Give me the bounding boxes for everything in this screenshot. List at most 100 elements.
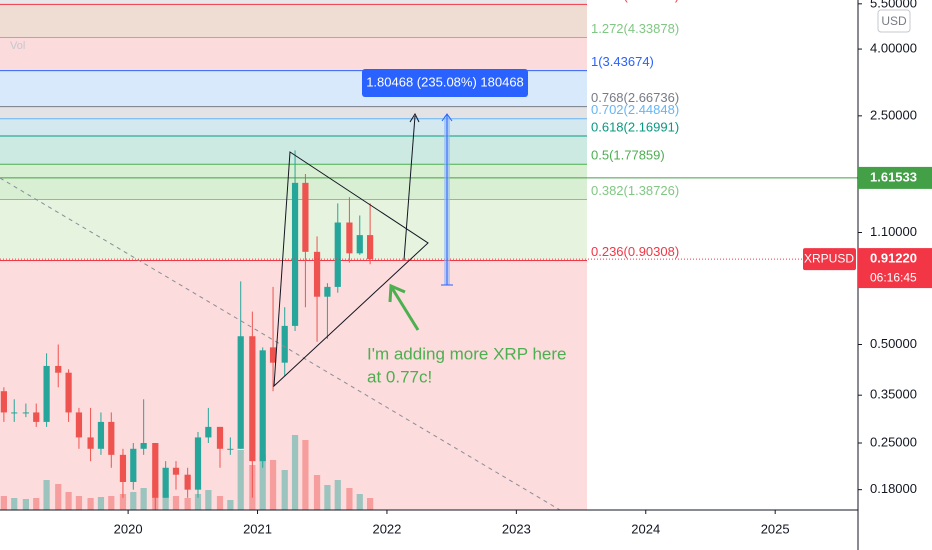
volume-bar (0, 496, 7, 510)
candle-body (184, 474, 191, 490)
y-tick-label: 0.18000 (870, 481, 917, 496)
y-tick-label: 2.50000 (870, 107, 917, 122)
volume-bar (313, 475, 321, 510)
candle-body (356, 235, 363, 254)
candle-body (205, 426, 212, 438)
candle-body (108, 421, 115, 455)
volume-bar (119, 494, 127, 510)
y-tick-label: 4.00000 (870, 41, 917, 56)
candle-body (346, 222, 353, 254)
symbol-label: XRPUSD (804, 251, 854, 265)
volume-bar (108, 496, 115, 510)
volume-bar (205, 490, 212, 510)
y-tick-label: 1.10000 (870, 224, 917, 239)
candle-body (249, 336, 256, 462)
volume-bar (269, 460, 277, 510)
volume-bar (11, 498, 18, 510)
fib-band (0, 4, 587, 38)
candle-body (194, 437, 202, 490)
x-tick-label: 2022 (372, 521, 401, 536)
candle-body (97, 421, 105, 449)
volume-bar (216, 496, 224, 510)
x-tick-label: 2021 (243, 521, 272, 536)
volume-bar (22, 499, 29, 510)
currency: USD (881, 14, 907, 28)
volume-bar (281, 470, 288, 510)
note-text: I'm adding more XRP here (367, 344, 566, 363)
candle-body (33, 412, 40, 422)
last-price-label: 0.91220 (870, 251, 917, 266)
volume-bar (184, 498, 191, 510)
volume-bar (291, 435, 299, 510)
candle-body (0, 391, 7, 413)
fib-label: 1.272(4.33878) (591, 21, 679, 36)
volume-bar (237, 450, 244, 510)
candle-body (237, 336, 244, 449)
fib-label: 0.382(1.38726) (591, 183, 679, 198)
candle-body (162, 467, 169, 498)
volume-bar (367, 498, 374, 510)
x-tick-label: 2023 (502, 521, 531, 536)
axis-labels: 5.50000 4.00000 2.50000 1.10000 0.50000 0.350… (114, 0, 932, 536)
candle-body (259, 350, 266, 462)
candle-body (22, 412, 29, 414)
note-arrow (390, 287, 420, 331)
fib-band (0, 106, 587, 119)
candle-body (43, 365, 50, 422)
time-axis (0, 510, 858, 550)
fib-label: 0.618(2.16991) (591, 119, 679, 134)
note-text: at 0.77c! (367, 367, 432, 386)
arrow-head (409, 112, 420, 123)
volume-bar (259, 455, 266, 510)
candle-body (281, 325, 288, 363)
countdown: 06:16:45 (870, 270, 917, 284)
volume-bar (194, 494, 202, 510)
volume-bar (140, 488, 147, 510)
fib-label: 0.768(2.66736) (591, 90, 679, 105)
plot (0, 150, 858, 550)
volume-bar (75, 496, 83, 510)
candle-body (87, 437, 94, 449)
y-tick-label: 5.50000 (870, 0, 917, 10)
fib-band (0, 0, 587, 5)
volume-bar (356, 494, 363, 510)
candle-body (216, 426, 224, 449)
candle-body (65, 372, 72, 413)
volume-bar (302, 440, 309, 510)
volume-bar (87, 498, 94, 510)
volume-bar (65, 492, 72, 510)
candle-body (119, 454, 127, 482)
candle-body (11, 412, 18, 414)
fib-band (0, 37, 587, 71)
candle-body (75, 412, 83, 438)
fib-label: 0.5(1.77859) (591, 148, 665, 163)
fib-band (0, 118, 587, 136)
y-tick-label: 0.25000 (870, 434, 917, 449)
candle-body (130, 448, 137, 482)
fib-label: 1.618(5.48022) (591, 0, 679, 3)
fib-band (0, 135, 587, 165)
volume-bar (227, 500, 234, 510)
measure-box (362, 69, 528, 97)
note-arrow-head (388, 283, 406, 303)
x-tick-label: 2020 (114, 521, 143, 536)
measure-label: 1.80468 (235.08%) 180468 (366, 74, 524, 89)
y-tick-label: 0.50000 (870, 336, 917, 351)
measure-head (441, 113, 453, 122)
fib-label: 1(3.43674) (591, 54, 654, 69)
volume-bar (346, 488, 353, 510)
symbol-box (803, 248, 856, 271)
volume-bar (97, 497, 105, 510)
candle-body (302, 182, 309, 252)
fib-label: 0.236(0.90308) (591, 244, 679, 259)
volume-legend: Vol (10, 40, 25, 52)
volume-bar (130, 492, 137, 510)
volume-bar (33, 498, 40, 510)
x-tick-label: 2025 (761, 521, 790, 536)
candle-body (55, 365, 62, 373)
candle-body (172, 467, 180, 475)
currency-box[interactable] (877, 9, 911, 33)
price-line-box (858, 166, 932, 189)
candle-body (269, 347, 277, 363)
